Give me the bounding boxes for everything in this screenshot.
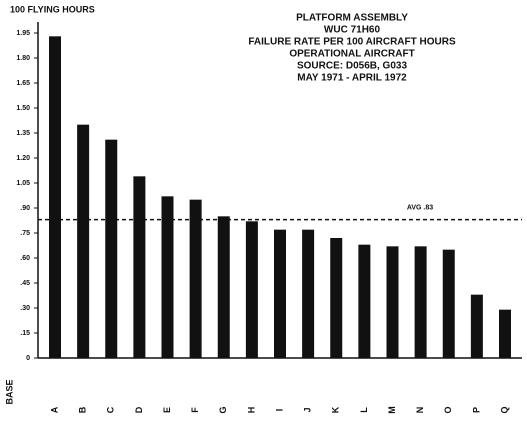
bar (245, 221, 258, 358)
x-tick-label: J (303, 407, 313, 412)
y-axis-label: 100 FLYING HOURS (10, 4, 95, 14)
bar (358, 244, 371, 358)
y-tick-label: 1.95 (16, 30, 30, 37)
bar (386, 246, 399, 358)
x-tick-label: E (162, 407, 172, 413)
x-tick-label: I (274, 409, 284, 412)
y-tick-label: .90 (20, 205, 30, 212)
y-tick-label: 0 (26, 355, 30, 362)
y-tick-label: .30 (20, 305, 30, 312)
x-tick-label: N (415, 407, 425, 414)
y-tick-label: 1.50 (16, 105, 30, 112)
reference-label: AVG .83 (407, 205, 433, 212)
chart-title: WUC 71H60 (324, 25, 381, 36)
x-tick-label: O (443, 406, 453, 413)
chart-title: MAY 1971 - APRIL 1972 (297, 73, 407, 84)
x-tick-label: D (134, 406, 144, 413)
y-tick-label: 1.20 (16, 155, 30, 162)
y-tick-label: .45 (20, 280, 30, 287)
x-tick-label: A (49, 406, 59, 413)
chart-title: SOURCE: D056B, G033 (297, 61, 407, 72)
y-tick-label: .60 (20, 255, 30, 262)
chart-title: OPERATIONAL AIRCRAFT (289, 49, 414, 60)
y-tick-label: 1.80 (16, 55, 30, 62)
x-tick-label: P (471, 407, 481, 413)
y-tick-label: 1.35 (16, 130, 30, 137)
bar (77, 124, 90, 359)
bar (217, 216, 230, 358)
y-tick-label: .15 (20, 330, 30, 337)
bar (302, 229, 315, 358)
bar (442, 249, 455, 358)
x-tick-label: L (359, 407, 369, 413)
bar (161, 196, 174, 358)
x-tick-label: C (106, 406, 116, 413)
bar (105, 139, 118, 358)
x-tick-label: Q (499, 406, 509, 413)
y-tick-label: 1.65 (16, 80, 30, 87)
x-tick-label: K (331, 406, 341, 413)
bar (133, 176, 146, 358)
chart-title: PLATFORM ASSEMBLY (296, 13, 408, 24)
chart-title: FAILURE RATE PER 100 AIRCRAFT HOURS (248, 37, 456, 48)
y-tick-label: 1.05 (16, 180, 30, 187)
x-tick-label: B (78, 406, 88, 413)
x-tick-label: H (246, 407, 256, 414)
x-axis-label: BASE (4, 379, 14, 404)
y-tick-label: .75 (20, 230, 30, 237)
x-tick-label: G (218, 406, 228, 413)
bar (49, 36, 61, 358)
bar (189, 199, 202, 358)
bar (470, 294, 483, 358)
bar (414, 246, 427, 358)
bar (499, 309, 511, 358)
bar (274, 229, 286, 358)
bar (330, 238, 343, 358)
x-tick-label: F (190, 407, 200, 413)
x-tick-label: M (387, 406, 397, 414)
